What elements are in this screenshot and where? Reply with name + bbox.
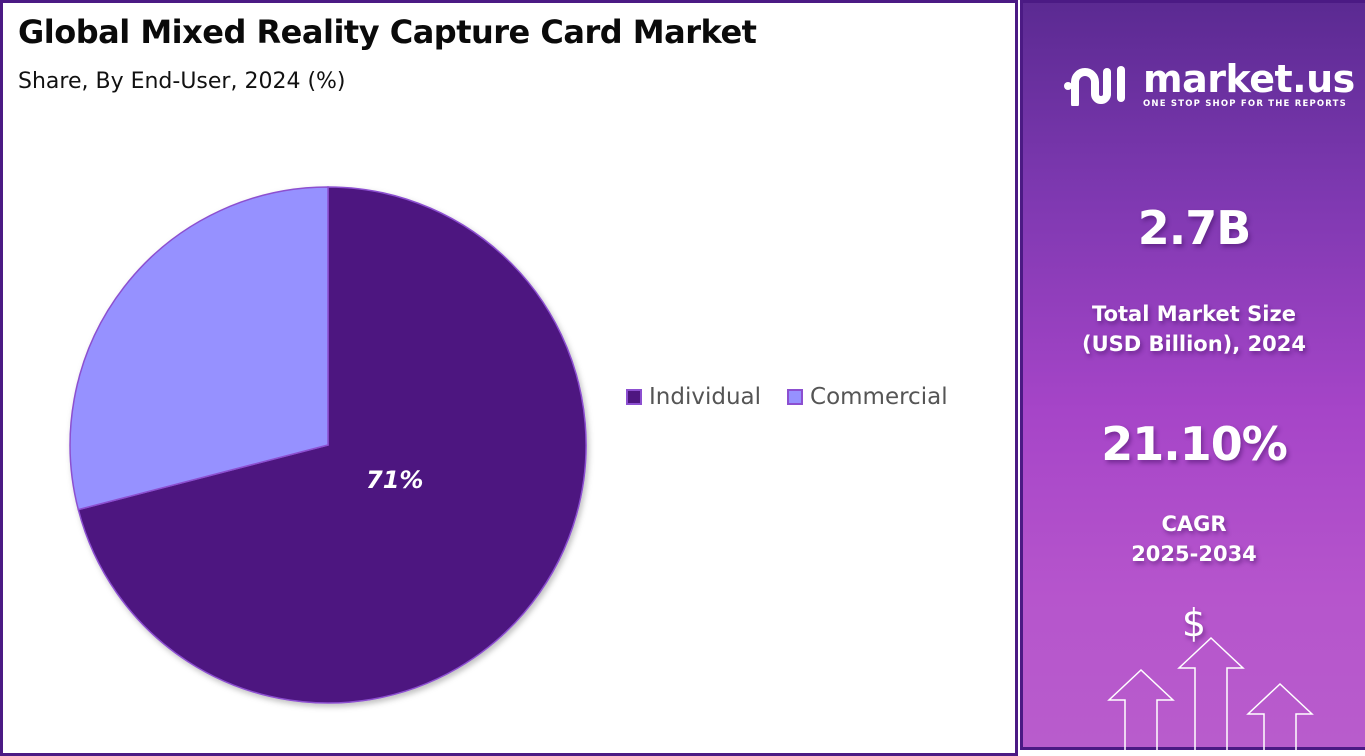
chart-legend: Individual Commercial [626, 384, 974, 410]
legend-item-commercial[interactable]: Commercial [787, 384, 948, 410]
market-size-value: 2.7B [1137, 201, 1252, 255]
brand-name: market.us [1143, 57, 1355, 101]
market-size-label-2: (USD Billion), 2024 [1081, 332, 1307, 356]
legend-label: Individual [649, 384, 762, 410]
legend-swatch-commercial [787, 389, 804, 405]
pie-slice-commercial[interactable] [69, 186, 329, 511]
stats-panel: market.us ONE STOP SHOP FOR THE REPORTS … [1020, 0, 1365, 753]
legend-label: Commercial [810, 384, 948, 410]
chart-title: Global Mixed Reality Capture Card Market [18, 13, 757, 51]
dollar-icon: $ [1181, 601, 1207, 645]
cagr-label-2: 2025-2034 [1131, 542, 1257, 566]
pie-data-label: 71% [366, 466, 424, 494]
market-size-label-1: Total Market Size [1092, 302, 1296, 326]
pie-slice-individual[interactable] [77, 186, 587, 704]
cagr-value: 21.10% [1101, 417, 1288, 471]
legend-item-individual[interactable]: Individual [626, 384, 761, 410]
brand-logo: market.us ONE STOP SHOP FOR THE REPORTS [1063, 57, 1355, 109]
pie-chart: 71% [69, 186, 587, 704]
legend-swatch-individual [626, 389, 642, 405]
growth-arrows-icon [1107, 636, 1314, 753]
chart-subtitle: Share, By End-User, 2024 (%) [18, 69, 346, 94]
brand-tagline: ONE STOP SHOP FOR THE REPORTS [1143, 99, 1347, 109]
cagr-label-1: CAGR [1161, 512, 1227, 536]
logo-mark-icon [1064, 66, 1125, 106]
